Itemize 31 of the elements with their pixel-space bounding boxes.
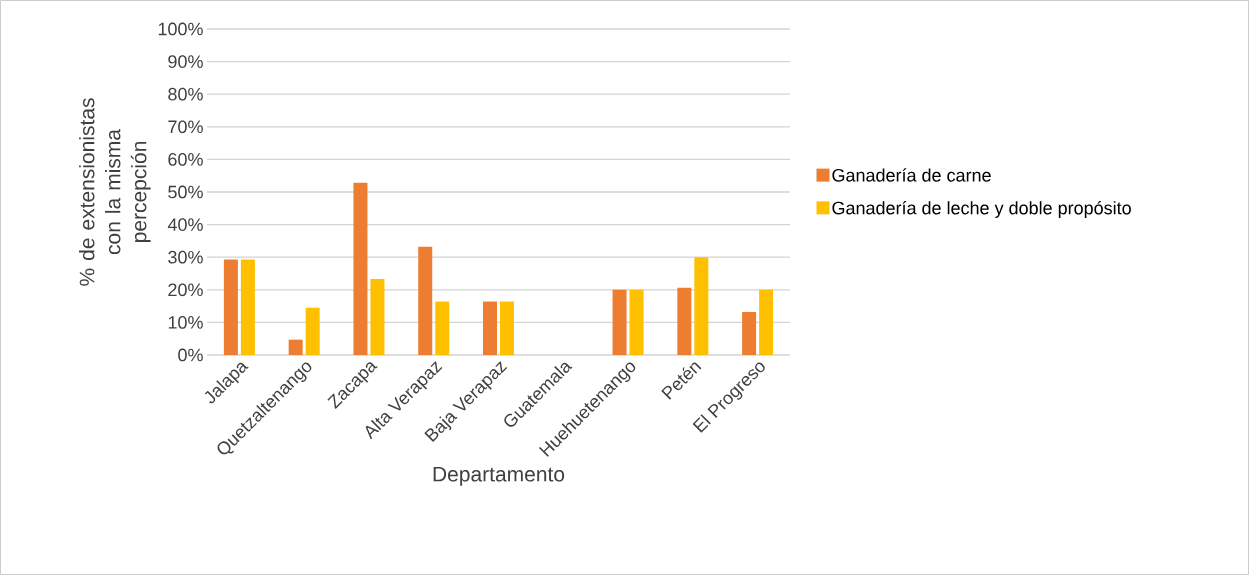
legend-label: Ganadería de carne xyxy=(832,168,991,182)
bar xyxy=(288,339,303,355)
bar xyxy=(742,311,757,355)
bar xyxy=(500,301,515,355)
bar xyxy=(629,289,644,355)
bar xyxy=(370,279,385,355)
y-axis-title: % de extensionistas con la misma percepción xyxy=(79,98,151,286)
x-axis-title: Departamento xyxy=(433,466,565,486)
bar xyxy=(677,287,692,355)
legend-label: Ganadería de leche y doble propósito xyxy=(832,200,1131,218)
bar xyxy=(435,301,450,355)
y-tick-label: 20% xyxy=(168,283,203,297)
y-tick-label: 80% xyxy=(168,87,203,101)
y-tick-label: 30% xyxy=(168,250,203,264)
bar xyxy=(759,289,774,355)
bar xyxy=(240,259,255,355)
y-tick-label: 50% xyxy=(168,185,203,199)
bar xyxy=(353,182,368,355)
y-tick-label: 100% xyxy=(158,22,203,36)
y-tick-label: 0% xyxy=(178,348,203,362)
bar xyxy=(305,307,320,355)
bar xyxy=(418,246,433,355)
y-tick-label: 90% xyxy=(168,55,203,68)
bar xyxy=(223,259,238,355)
bar xyxy=(612,289,627,355)
y-tick-label: 10% xyxy=(168,316,203,329)
y-tick-label: 40% xyxy=(167,218,203,231)
y-tick-label: 60% xyxy=(168,153,203,166)
bar xyxy=(694,257,709,355)
y-tick-label: 70% xyxy=(168,120,203,134)
bar xyxy=(483,301,498,355)
